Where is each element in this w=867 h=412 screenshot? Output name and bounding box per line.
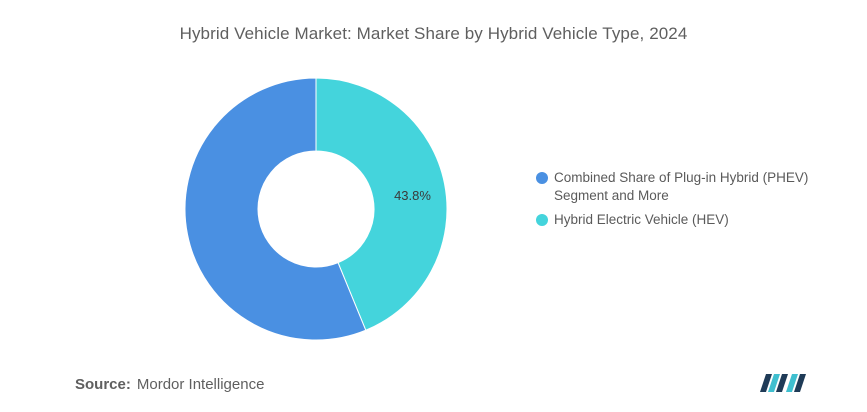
legend-label-phev: Combined Share of Plug-in Hybrid (PHEV) … bbox=[554, 170, 809, 203]
logo-stroke-1 bbox=[760, 374, 772, 392]
logo-stroke-4 bbox=[786, 374, 798, 392]
legend-item-phev: Combined Share of Plug-in Hybrid (PHEV) … bbox=[536, 169, 836, 205]
source-value: Mordor Intelligence bbox=[136, 376, 265, 393]
data-label-hev: 43.8% bbox=[394, 188, 431, 203]
source-label: Source: bbox=[75, 376, 131, 393]
logo-stroke-2 bbox=[768, 374, 780, 392]
donut-slice-hev bbox=[315, 77, 448, 331]
chart-legend: Combined Share of Plug-in Hybrid (PHEV) … bbox=[536, 169, 836, 235]
legend-swatch-hev bbox=[536, 214, 548, 226]
legend-item-hev: Hybrid Electric Vehicle (HEV) bbox=[536, 211, 836, 229]
legend-label-hev: Hybrid Electric Vehicle (HEV) bbox=[554, 212, 729, 227]
donut-slice-phev bbox=[184, 77, 367, 341]
mordor-intelligence-logo-icon bbox=[760, 374, 806, 392]
logo-stroke-3 bbox=[776, 374, 788, 392]
source-note: Source: Mordor Intelligence bbox=[75, 376, 264, 393]
donut-chart: 43.8% bbox=[184, 77, 448, 341]
chart-title: Hybrid Vehicle Market: Market Share by H… bbox=[179, 24, 688, 43]
legend-swatch-phev bbox=[536, 172, 548, 184]
logo-stroke-5 bbox=[794, 374, 806, 392]
